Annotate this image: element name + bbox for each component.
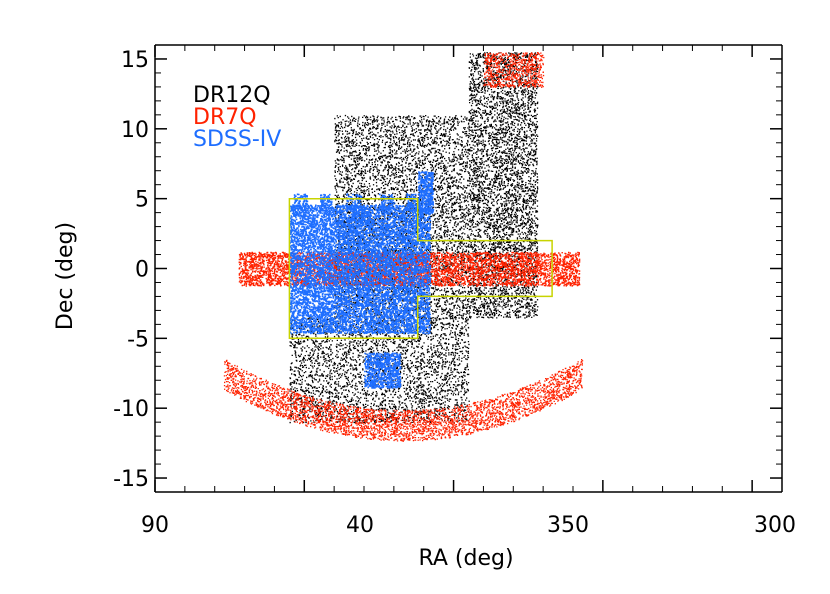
series-dr7q-points	[223, 52, 584, 442]
legend: DR12Q DR7Q SDSS-IV	[193, 83, 281, 152]
x-tick-label: 40	[346, 513, 374, 538]
scatter-points	[468, 52, 539, 319]
scatter-points	[483, 52, 545, 88]
scatter-points	[223, 359, 584, 442]
x-tick-label: 300	[754, 513, 796, 538]
legend-label-dr12q: DR12Q	[193, 83, 271, 108]
scatter-points	[417, 171, 435, 214]
x-tick-label: 350	[547, 513, 589, 538]
y-tick-label: 15	[121, 48, 149, 73]
scatter-points	[334, 114, 470, 319]
axes	[154, 44, 783, 493]
scatter-points	[238, 251, 581, 287]
scatter-points	[346, 193, 363, 212]
y-tick-label: -10	[113, 397, 149, 422]
y-tick-label: 5	[135, 188, 149, 213]
y-axis-title: Dec (deg)	[53, 222, 78, 330]
footprint-outline-layer	[288, 197, 553, 340]
y-tick-label: -15	[113, 467, 149, 492]
scatter-points	[289, 204, 432, 335]
scatter-points	[379, 193, 396, 212]
y-tick-label: 10	[121, 118, 149, 143]
y-tick-label: -5	[127, 327, 149, 352]
x-tick-label: 90	[141, 513, 169, 538]
x-axis-title: RA (deg)	[418, 546, 513, 571]
y-tick-labels: -15 -10 -5 0 5 10 15	[113, 48, 149, 492]
x-tick-labels: 90 40 350 300	[141, 513, 796, 538]
footprint-outline	[288, 197, 553, 340]
scatter-points	[289, 317, 470, 424]
series-dr12q-points	[289, 52, 539, 424]
legend-label-sdss-iv: SDSS-IV	[193, 127, 281, 152]
y-tick-label: 0	[135, 258, 149, 283]
scatter-points	[406, 193, 417, 211]
scatter-points	[364, 352, 402, 389]
scatter-points-layer	[223, 52, 584, 442]
legend-label-dr7q: DR7Q	[193, 105, 257, 130]
scatter-points	[292, 193, 309, 212]
